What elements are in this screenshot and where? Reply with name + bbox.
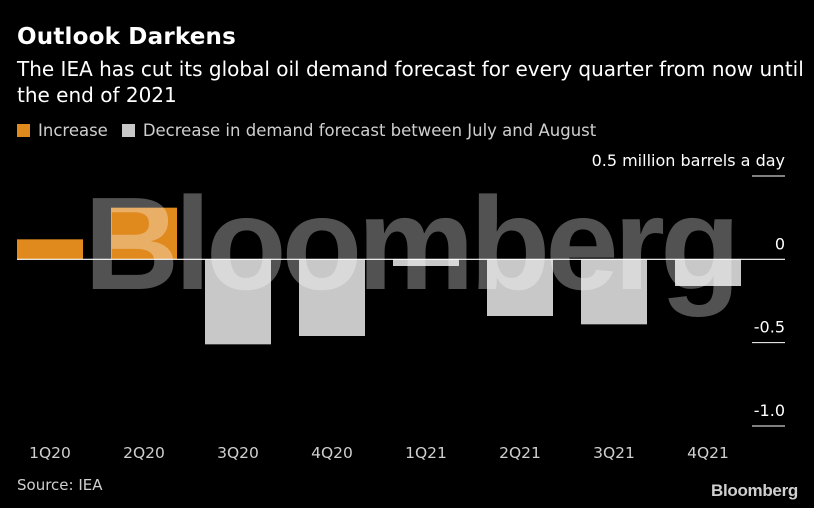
legend: Increase Decrease in demand forecast bet… xyxy=(17,121,610,140)
bloomberg-logo: Bloomberg xyxy=(710,481,798,500)
legend-item-decrease: Decrease in demand forecast between July… xyxy=(121,121,597,140)
y-tick-label: 0.5 million barrels a day xyxy=(592,151,785,170)
chart-title: Outlook Darkens xyxy=(17,24,237,50)
y-tick-label: -1.0 xyxy=(754,401,785,420)
x-tick-label: 1Q21 xyxy=(405,444,447,462)
legend-item-increase: Increase xyxy=(17,121,108,140)
x-tick-label: 4Q20 xyxy=(311,444,353,462)
bar xyxy=(299,259,365,336)
y-tick-label: -0.5 xyxy=(754,318,785,337)
bar xyxy=(111,207,177,260)
y-tick-label: 0 xyxy=(775,234,785,253)
bar xyxy=(205,259,271,345)
source-note: Source: IEA xyxy=(17,476,103,494)
bar xyxy=(581,259,647,325)
x-tick-label: 1Q20 xyxy=(29,444,71,462)
x-tick-label: 2Q21 xyxy=(499,444,541,462)
bar xyxy=(487,259,553,316)
legend-label-increase: Increase xyxy=(38,121,108,140)
bar xyxy=(17,239,83,260)
bar xyxy=(393,259,459,266)
x-tick-label: 3Q21 xyxy=(593,444,635,462)
legend-label-decrease: Decrease in demand forecast between July… xyxy=(142,121,597,140)
x-tick-label: 2Q20 xyxy=(123,444,165,462)
chart-subtitle: The IEA has cut its global oil demand fo… xyxy=(17,57,804,107)
bar xyxy=(675,259,741,286)
x-tick-label: 3Q20 xyxy=(217,444,259,462)
legend-swatch-increase xyxy=(17,124,30,137)
legend-swatch-decrease xyxy=(121,124,135,137)
x-tick-label: 4Q21 xyxy=(687,444,729,462)
